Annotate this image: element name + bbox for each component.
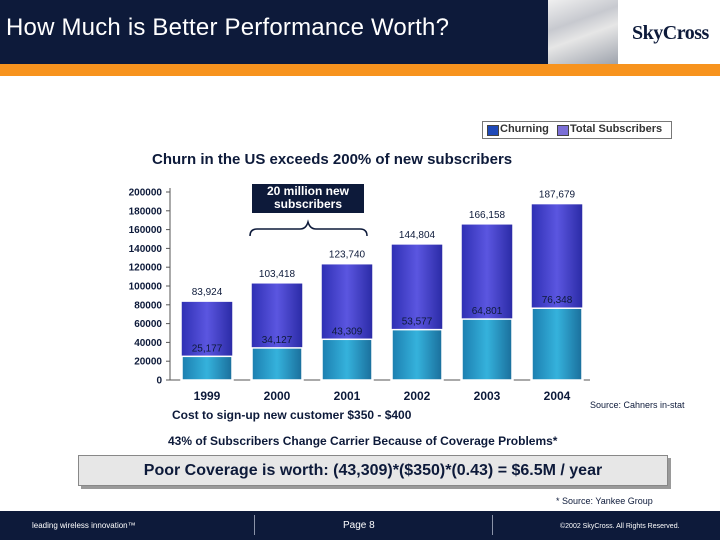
cost-note: Cost to sign-up new customer $350 - $400: [172, 408, 412, 422]
footer-separator: [492, 515, 493, 535]
footer-separator: [254, 515, 255, 535]
page-title: How Much is Better Performance Worth?: [6, 14, 450, 41]
footer-page: Page 8: [343, 520, 375, 531]
bar-churning: [391, 328, 443, 381]
yankee-source: * Source: Yankee Group: [556, 496, 653, 506]
legend-label-total: Total Subscribers: [570, 123, 663, 135]
callout-line-1: 20 million new: [266, 184, 350, 198]
logo-area: SkyCross: [618, 0, 720, 64]
callout-brace: [249, 219, 368, 237]
legend-swatch-total: [557, 125, 569, 136]
y-tick-label: 100000: [129, 282, 163, 293]
clouds-image: [548, 0, 618, 64]
bar-churning: [321, 338, 373, 381]
data-label-churning: 43,309: [332, 326, 363, 337]
x-tick-label: 2002: [404, 389, 431, 403]
data-label-total: 144,804: [399, 230, 436, 241]
skycross-logo: SkyCross: [632, 22, 709, 44]
x-tick-label: 1999: [194, 389, 221, 403]
data-label-churning: 64,801: [472, 306, 503, 317]
y-tick-label: 40000: [134, 338, 162, 349]
churn-note: 43% of Subscribers Change Carrier Becaus…: [168, 434, 558, 448]
y-tick-label: 140000: [129, 244, 163, 255]
footer-copyright: ©2002 SkyCross. All Rights Reserved.: [560, 523, 680, 530]
callout-line-2: subscribers: [273, 197, 343, 211]
y-tick-label: 160000: [129, 225, 163, 236]
y-tick-label: 80000: [134, 300, 162, 311]
data-label-total: 123,740: [329, 250, 366, 261]
source-note: Source: Cahners in-stat: [590, 400, 685, 410]
legend-swatch-churning: [487, 125, 499, 136]
data-label-total: 166,158: [469, 210, 506, 221]
bar-churning: [461, 318, 513, 381]
y-tick-label: 200000: [129, 188, 163, 199]
y-tick-label: 60000: [134, 319, 162, 330]
data-label-total: 83,924: [192, 287, 223, 298]
y-tick-label: 180000: [129, 206, 163, 217]
bar-churning: [531, 307, 583, 381]
data-label-total: 103,418: [259, 269, 296, 280]
data-label-churning: 53,577: [402, 317, 433, 328]
x-tick-label: 2000: [264, 389, 291, 403]
data-label-churning: 76,348: [542, 295, 573, 306]
footer-bar: leading wireless innovation™ Page 8 ©200…: [0, 511, 720, 540]
data-label-churning: 25,177: [192, 343, 223, 354]
data-label-churning: 34,127: [262, 335, 293, 346]
bar-churning: [181, 355, 233, 381]
chart-title: Churn in the US exceeds 200% of new subs…: [152, 151, 513, 168]
footer-tagline: leading wireless innovation™: [32, 521, 136, 530]
formula-box: Poor Coverage is worth: (43,309)*($350)*…: [78, 455, 668, 486]
x-tick-label: 2003: [474, 389, 501, 403]
callout-box: 20 million new subscribers: [252, 184, 364, 213]
x-tick-label: 2004: [544, 389, 571, 403]
legend-label-churning: Churning: [500, 123, 549, 135]
y-tick-label: 120000: [129, 263, 163, 274]
y-tick-label: 0: [156, 376, 162, 387]
bar-churning: [251, 347, 303, 381]
data-label-total: 187,679: [539, 190, 576, 201]
orange-divider: [0, 64, 720, 76]
x-tick-label: 2001: [334, 389, 361, 403]
chart-legend: Churning Total Subscribers: [482, 121, 672, 139]
y-tick-label: 20000: [134, 357, 162, 368]
